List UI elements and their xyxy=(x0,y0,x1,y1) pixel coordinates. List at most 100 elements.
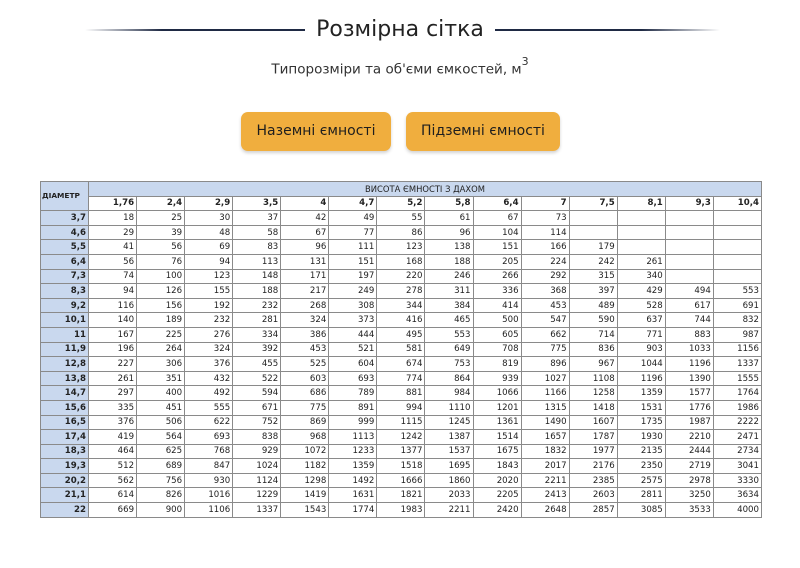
volume-cell: 232 xyxy=(184,312,234,328)
volume-cell: 752 xyxy=(232,414,282,431)
volume-cell: 1027 xyxy=(520,370,570,387)
volume-cell: 2135 xyxy=(616,443,666,460)
volume-cell: 2210 xyxy=(664,429,714,445)
volume-cell: 1492 xyxy=(328,472,378,489)
volume-cell: 114 xyxy=(520,224,570,241)
volume-cell xyxy=(664,253,714,270)
height-header-cell: 3,5 xyxy=(232,195,282,212)
height-header-cell: 7,5 xyxy=(568,195,618,212)
volume-cell: 512 xyxy=(87,458,138,474)
volume-cell: 392 xyxy=(232,341,282,358)
volume-cell: 1735 xyxy=(616,414,666,431)
volume-cell xyxy=(568,210,618,226)
volume-cell: 1377 xyxy=(376,443,426,460)
height-header-cell: 8,1 xyxy=(616,195,666,212)
diameter-cell: 10,1 xyxy=(40,312,89,328)
volume-cell: 1675 xyxy=(472,443,522,460)
volume-cell: 268 xyxy=(280,297,330,314)
volume-cell: 2575 xyxy=(616,472,666,489)
volume-cell: 123 xyxy=(184,268,234,285)
height-header-cell: 6,4 xyxy=(472,195,522,212)
volume-cell: 562 xyxy=(87,472,138,489)
volume-cell: 2420 xyxy=(472,502,522,518)
volume-cell: 67 xyxy=(472,210,522,226)
volume-cell: 671 xyxy=(232,399,282,416)
diameter-cell: 21,1 xyxy=(40,487,89,504)
volume-cell: 96 xyxy=(424,224,474,241)
volume-cell: 1577 xyxy=(664,385,714,401)
volume-cell: 48 xyxy=(184,224,234,241)
volume-cell: 1657 xyxy=(520,429,570,445)
volume-cell: 1764 xyxy=(712,385,763,401)
volume-cell: 220 xyxy=(376,268,426,285)
volume-cell: 1514 xyxy=(472,429,522,445)
volume-cell xyxy=(664,224,714,241)
volume-cell: 622 xyxy=(184,414,234,431)
volume-cell: 669 xyxy=(87,502,138,518)
diameter-cell: 20,2 xyxy=(40,472,89,489)
volume-cell: 500 xyxy=(472,312,522,328)
volume-cell: 197 xyxy=(328,268,378,285)
diameter-column-header: ДІАМЕТР xyxy=(40,180,89,212)
volume-cell: 297 xyxy=(87,385,138,401)
volume-cell: 42 xyxy=(280,210,330,226)
volume-cell: 744 xyxy=(664,312,714,328)
volume-cell: 324 xyxy=(184,341,234,358)
diameter-cell: 16,5 xyxy=(40,414,89,431)
volume-cell: 2176 xyxy=(568,458,618,474)
volume-cell: 315 xyxy=(568,268,618,285)
volume-cell: 590 xyxy=(568,312,618,328)
volume-cell: 838 xyxy=(232,429,282,445)
table-row: 8,3 94 126 155 188 217 249 278 311 336 368 397 429 49… xyxy=(40,283,763,299)
volume-cell xyxy=(712,253,763,270)
volume-cell: 1196 xyxy=(664,356,714,372)
volume-cell: 1016 xyxy=(184,487,234,504)
ground-tanks-button[interactable]: Наземні ємності xyxy=(241,112,391,151)
volume-cell: 753 xyxy=(424,356,474,372)
table-row: 4,6 29 39 48 58 67 77 86 96 104 114 xyxy=(40,224,763,241)
volume-cell: 224 xyxy=(520,253,570,270)
volume-cell: 1419 xyxy=(280,487,330,504)
volume-cell: 451 xyxy=(136,399,186,416)
volume-cell: 2033 xyxy=(424,487,474,504)
height-header-cell: 2,9 xyxy=(184,195,234,212)
volume-cell: 492 xyxy=(184,385,234,401)
volume-cell: 249 xyxy=(328,283,378,299)
diameter-cell: 13,8 xyxy=(40,370,89,387)
volume-cell: 864 xyxy=(424,370,474,387)
volume-cell: 1182 xyxy=(280,458,330,474)
volume-cell: 116 xyxy=(87,297,138,314)
height-header-cell: 4 xyxy=(280,195,330,212)
volume-cell: 1531 xyxy=(616,399,666,416)
volume-cell: 1033 xyxy=(664,341,714,358)
volume-cell: 1359 xyxy=(328,458,378,474)
volume-cell: 171 xyxy=(280,268,330,285)
diameter-cell: 5,5 xyxy=(40,239,89,255)
volume-cell: 1983 xyxy=(376,502,426,518)
volume-cell: 1108 xyxy=(568,370,618,387)
volume-cell: 494 xyxy=(664,283,714,299)
volume-cell: 94 xyxy=(184,253,234,270)
volume-cell: 775 xyxy=(520,341,570,358)
volume-cell: 900 xyxy=(136,502,186,518)
diameter-cell: 8,3 xyxy=(40,283,89,299)
underground-tanks-button[interactable]: Підземні ємності xyxy=(406,112,560,151)
volume-cell: 604 xyxy=(328,356,378,372)
volume-cell: 1390 xyxy=(664,370,714,387)
volume-cell: 29 xyxy=(87,224,138,241)
diameter-cell: 22 xyxy=(40,502,89,518)
height-header-cell: 5,2 xyxy=(376,195,426,212)
volume-cell: 1337 xyxy=(712,356,763,372)
volume-cell xyxy=(664,239,714,255)
diameter-cell: 4,6 xyxy=(40,224,89,241)
volume-cell: 929 xyxy=(232,443,282,460)
volume-cell: 555 xyxy=(184,399,234,416)
volume-cell: 3085 xyxy=(616,502,666,518)
volume-cell: 3634 xyxy=(712,487,763,504)
volume-cell: 100 xyxy=(136,268,186,285)
volume-cell: 617 xyxy=(664,297,714,314)
volume-cell: 376 xyxy=(184,356,234,372)
volume-cell: 188 xyxy=(424,253,474,270)
volume-cell: 775 xyxy=(280,399,330,416)
diameter-cell: 15,6 xyxy=(40,399,89,416)
